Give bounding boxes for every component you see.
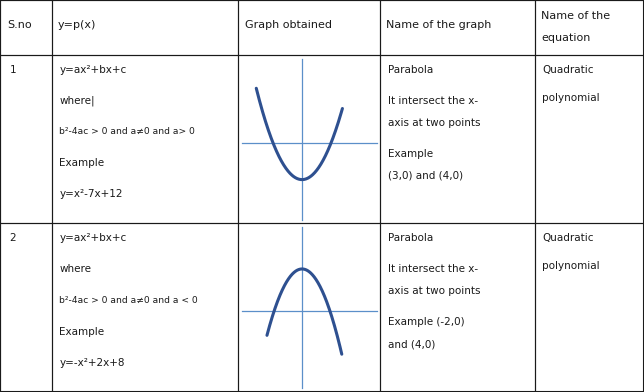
Text: axis at two points: axis at two points <box>388 118 480 128</box>
Text: y=p(x): y=p(x) <box>58 20 97 30</box>
Text: b²-4ac > 0 and a≠0 and a < 0: b²-4ac > 0 and a≠0 and a < 0 <box>59 296 198 305</box>
Text: Example: Example <box>59 327 104 337</box>
Text: Name of the graph: Name of the graph <box>386 20 492 30</box>
Bar <box>380 223 535 392</box>
Bar <box>380 55 535 223</box>
Text: Example: Example <box>388 149 433 159</box>
Text: Parabola: Parabola <box>388 65 433 75</box>
Text: S.no: S.no <box>8 20 32 30</box>
Text: y=ax²+bx+c: y=ax²+bx+c <box>59 65 126 75</box>
Text: Quadratic: Quadratic <box>542 233 594 243</box>
Bar <box>52 55 238 223</box>
Bar <box>0 55 52 223</box>
Text: It intersect the x-: It intersect the x- <box>388 265 478 274</box>
Bar <box>238 55 380 223</box>
Text: It intersect the x-: It intersect the x- <box>388 96 478 106</box>
Text: Parabola: Parabola <box>388 233 433 243</box>
Text: y=x²-7x+12: y=x²-7x+12 <box>59 189 123 200</box>
Text: b²-4ac > 0 and a≠0 and a> 0: b²-4ac > 0 and a≠0 and a> 0 <box>59 127 195 136</box>
Bar <box>0 223 52 392</box>
Text: Example: Example <box>59 158 104 168</box>
Text: Example (-2,0): Example (-2,0) <box>388 318 464 327</box>
Bar <box>380 0 535 55</box>
Text: Graph obtained: Graph obtained <box>245 20 332 30</box>
Text: equation: equation <box>541 33 591 44</box>
Bar <box>535 0 644 55</box>
Text: polynomial: polynomial <box>542 261 600 271</box>
Text: axis at two points: axis at two points <box>388 286 480 296</box>
Text: where|: where| <box>59 96 95 106</box>
Bar <box>52 223 238 392</box>
Text: polynomial: polynomial <box>542 93 600 103</box>
Text: 1: 1 <box>10 65 16 75</box>
Text: y=-x²+2x+8: y=-x²+2x+8 <box>59 358 125 368</box>
Bar <box>535 223 644 392</box>
Bar <box>0 0 52 55</box>
Text: and (4,0): and (4,0) <box>388 339 435 349</box>
Bar <box>238 0 380 55</box>
Bar <box>535 55 644 223</box>
Text: (3,0) and (4,0): (3,0) and (4,0) <box>388 171 463 181</box>
Text: 2: 2 <box>10 233 16 243</box>
Text: y=ax²+bx+c: y=ax²+bx+c <box>59 233 126 243</box>
Bar <box>52 0 238 55</box>
Text: Name of the: Name of the <box>541 11 610 22</box>
Bar <box>238 223 380 392</box>
Text: where: where <box>59 265 91 274</box>
Text: Quadratic: Quadratic <box>542 65 594 75</box>
